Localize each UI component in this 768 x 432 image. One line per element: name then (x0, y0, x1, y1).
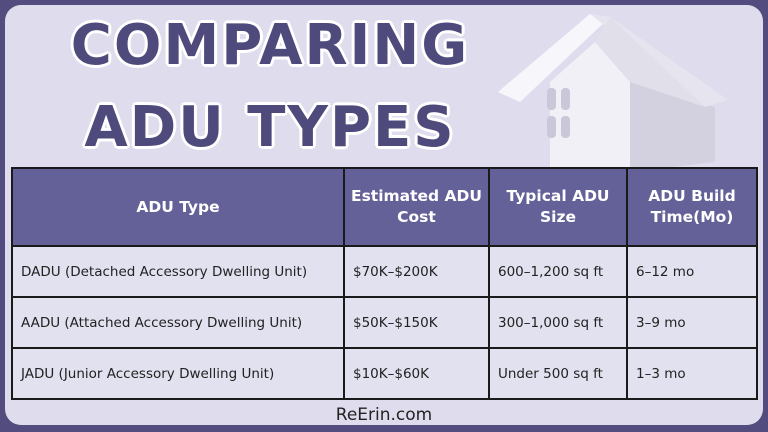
cell-cost: $70K–$200K (343, 245, 490, 298)
cell-time: 6–12 mo (626, 245, 758, 298)
cell-size: 600–1,200 sq ft (488, 245, 628, 298)
cell-size: 300–1,000 sq ft (488, 296, 628, 349)
table-row: JADU (Junior Accessory Dwelling Unit) $1… (11, 347, 758, 400)
adu-comparison-table: ADU Type Estimated ADU Cost Typical ADU … (11, 167, 758, 400)
cell-cost: $50K–$150K (343, 296, 490, 349)
cell-cost: $10K–$60K (343, 347, 490, 400)
house-icon (498, 14, 728, 172)
cell-time: 1–3 mo (626, 347, 758, 400)
title-line-1: COMPARING (70, 13, 470, 78)
cell-size: Under 500 sq ft (488, 347, 628, 400)
cell-time: 3–9 mo (626, 296, 758, 349)
footer-site-name: ReErin.com (335, 405, 433, 425)
cell-type: JADU (Junior Accessory Dwelling Unit) (11, 347, 345, 400)
header-adu-type: ADU Type (11, 167, 345, 247)
table-row: AADU (Attached Accessory Dwelling Unit) … (11, 296, 758, 349)
title-line-2: ADU TYPES (84, 95, 456, 160)
table-header-row: ADU Type Estimated ADU Cost Typical ADU … (11, 167, 758, 247)
header-size: Typical ADU Size (488, 167, 628, 247)
cell-type: AADU (Attached Accessory Dwelling Unit) (11, 296, 345, 349)
cell-type: DADU (Detached Accessory Dwelling Unit) (11, 245, 345, 298)
header-cost: Estimated ADU Cost (343, 167, 490, 247)
table-row: DADU (Detached Accessory Dwelling Unit) … (11, 245, 758, 298)
header-build-time: ADU Build Time(Mo) (626, 167, 758, 247)
